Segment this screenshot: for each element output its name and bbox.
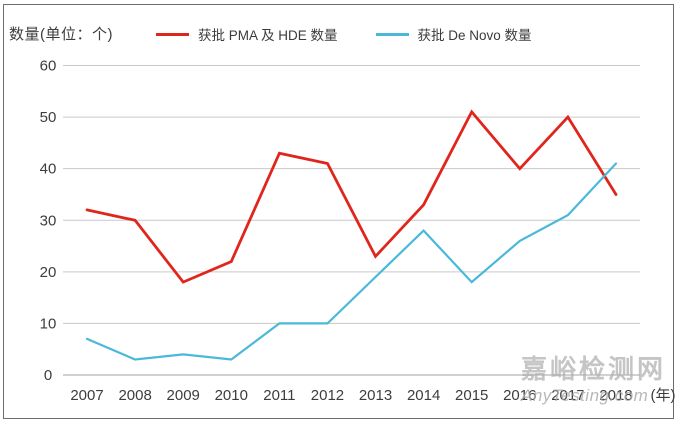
x-tick-label: 2014 bbox=[407, 387, 440, 404]
x-tick-label: 2016 bbox=[503, 387, 536, 404]
y-tick-label: 60 bbox=[40, 58, 57, 75]
x-tick-label: 2009 bbox=[167, 387, 200, 404]
x-tick-label: 2012 bbox=[311, 387, 344, 404]
y-tick-label: 10 bbox=[40, 315, 57, 332]
legend: 获批 PMA 及 HDE 数量 获批 De Novo 数量 bbox=[156, 24, 532, 44]
legend-item-0: 获批 PMA 及 HDE 数量 bbox=[156, 24, 338, 44]
legend-label: 获批 De Novo 数量 bbox=[417, 28, 532, 43]
x-tick-label: 2007 bbox=[70, 387, 103, 404]
legend-line-swatch bbox=[156, 32, 189, 36]
x-tick-label: 2018 bbox=[599, 387, 632, 404]
series-line-0 bbox=[85, 109, 618, 284]
x-tick-label: 2010 bbox=[215, 387, 248, 404]
y-axis-title: 数量(单位：个) bbox=[9, 26, 113, 43]
y-tick-label: 50 bbox=[40, 109, 57, 126]
legend-item-1: 获批 De Novo 数量 bbox=[375, 24, 532, 44]
x-axis-unit-label: (年) bbox=[650, 387, 675, 404]
legend-line-swatch bbox=[375, 32, 409, 36]
x-tick-label: 2017 bbox=[551, 387, 584, 404]
x-tick-label: 2008 bbox=[118, 387, 151, 404]
y-tick-label: 30 bbox=[40, 212, 57, 229]
legend-label: 获批 PMA 及 HDE 数量 bbox=[198, 28, 338, 43]
series-line-1 bbox=[85, 162, 618, 361]
x-tick-label: 2015 bbox=[455, 387, 488, 404]
x-tick-label: 2011 bbox=[263, 387, 295, 404]
x-tick-label: 2013 bbox=[359, 387, 392, 404]
y-tick-label: 20 bbox=[40, 264, 57, 281]
y-tick-label: 0 bbox=[44, 367, 52, 384]
y-tick-label: 40 bbox=[40, 161, 57, 178]
